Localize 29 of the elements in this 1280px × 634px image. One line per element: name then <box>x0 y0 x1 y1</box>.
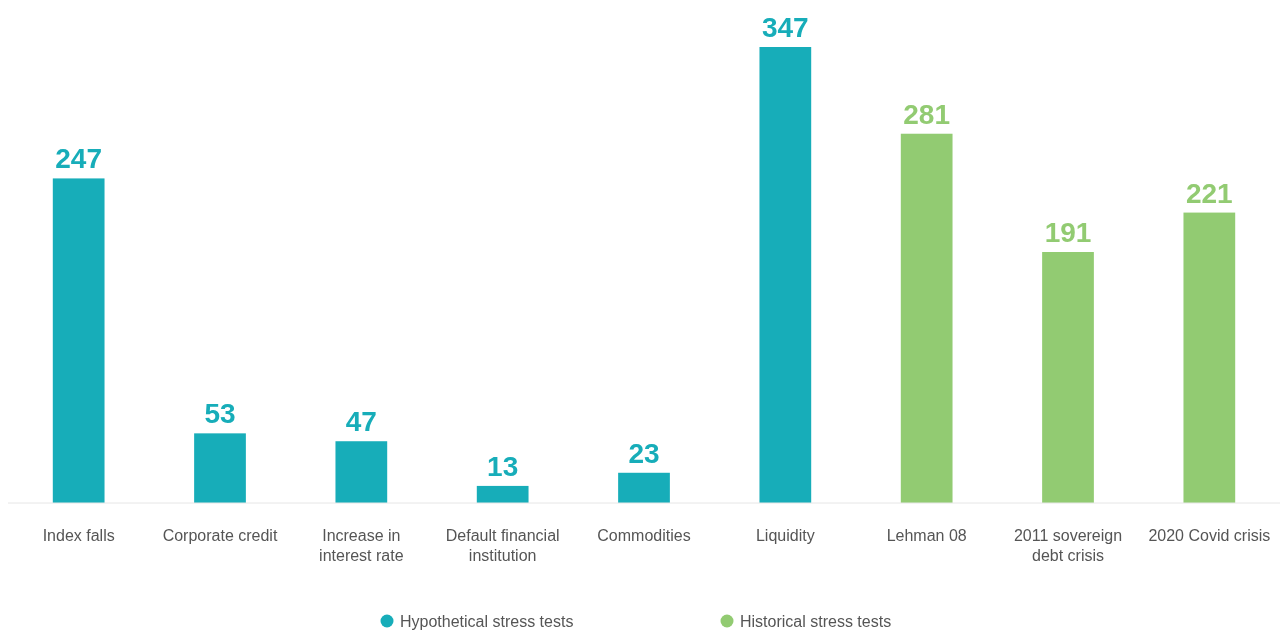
x-tick-label: 2011 sovereign debt crisis <box>1013 527 1123 564</box>
legend-label: Historical stress tests <box>740 613 892 630</box>
bar <box>1042 252 1094 503</box>
data-label: 47 <box>345 406 377 438</box>
bar <box>194 433 246 503</box>
data-label: 13 <box>487 450 519 482</box>
data-label: 53 <box>204 398 236 430</box>
data-label: 247 <box>55 143 103 175</box>
x-tick-label: Liquidity <box>755 527 815 544</box>
x-tick-label: Corporate credit <box>162 527 278 544</box>
bar <box>476 485 529 503</box>
data-label: 221 <box>1185 177 1233 209</box>
x-tick-label: 2020 Covid crisis <box>1148 527 1271 544</box>
data-label: 23 <box>628 437 660 469</box>
data-label: 281 <box>903 98 951 130</box>
data-label: 347 <box>761 12 809 43</box>
bar <box>1183 212 1236 503</box>
data-label: 191 <box>1044 217 1092 248</box>
bar <box>618 472 670 503</box>
x-tick-label: Lehman 08 <box>886 527 967 544</box>
bar <box>900 133 953 503</box>
bar <box>759 47 812 503</box>
legend-label: Hypothetical stress tests <box>400 613 574 630</box>
x-tick-label: Index falls <box>42 527 115 544</box>
x-tick-label: Default financial institution <box>445 527 560 564</box>
bar <box>52 178 105 503</box>
x-tick-label: Increase in interest rate <box>319 527 404 564</box>
x-tick-label: Commodities <box>597 527 691 544</box>
bar <box>335 441 388 503</box>
